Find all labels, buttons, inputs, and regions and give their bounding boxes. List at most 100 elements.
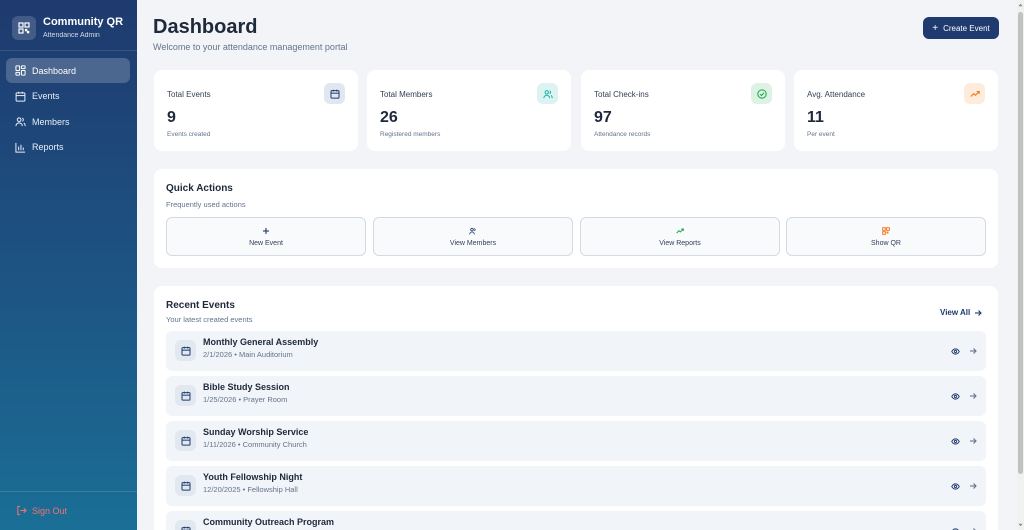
eye-icon[interactable] [951, 437, 960, 446]
event-row[interactable]: Youth Fellowship Night 12/20/2025 • Fell… [166, 466, 986, 506]
stat-label: Avg. Attendance [807, 90, 866, 99]
calendar-icon [324, 83, 345, 104]
quick-actions-subtitle: Frequently used actions [166, 200, 246, 209]
stat-subtext: Per event [807, 131, 835, 138]
stat-label: Total Check-ins [594, 90, 649, 99]
stat-subtext: Registered members [380, 131, 441, 138]
sidebar-item-label: Reports [32, 142, 64, 152]
main-content: Dashboard Welcome to your attendance man… [137, 0, 1017, 530]
quick-actions-title: Quick Actions [166, 183, 233, 194]
stat-label: Total Events [167, 90, 211, 99]
trending-up-icon [676, 227, 684, 235]
event-row[interactable]: Monthly General Assembly 2/1/2026 • Main… [166, 331, 986, 371]
view-reports-button[interactable]: View Reports [580, 217, 780, 256]
quick-actions-panel: Quick Actions Frequently used actions Ne… [154, 169, 998, 268]
eye-icon[interactable] [951, 527, 960, 530]
view-members-label: View Members [449, 239, 497, 247]
sidebar-item-label: Events [32, 91, 60, 101]
event-meta: 1/25/2026 • Prayer Room [203, 395, 288, 404]
brand-subtitle: Attendance Admin [43, 31, 100, 39]
sidebar-item-events[interactable]: Events [6, 84, 130, 109]
stat-card-total-events: Total Events 9 Events created [154, 70, 358, 151]
calendar-icon [175, 520, 196, 530]
new-event-button[interactable]: New Event [166, 217, 366, 256]
qr-code-icon [882, 226, 890, 235]
sidebar-nav: Dashboard Events Members [6, 58, 130, 160]
create-event-button[interactable]: + Create Event [923, 17, 999, 39]
view-reports-label: View Reports [659, 239, 701, 247]
sign-out-button[interactable]: Sign Out [16, 505, 67, 516]
stat-value: 9 [167, 109, 176, 126]
stat-card-total-checkins: Total Check-ins 97 Attendance records [581, 70, 785, 151]
sidebar-item-label: Members [32, 116, 70, 127]
dashboard-icon [15, 65, 26, 76]
calendar-icon [175, 385, 196, 406]
stat-card-total-members: Total Members 26 Registered members [367, 70, 571, 151]
log-out-icon [16, 505, 27, 516]
stat-value: 11 [807, 109, 824, 126]
event-title: Bible Study Session [203, 382, 290, 392]
page-title: Dashboard [153, 16, 258, 38]
create-event-label: Create Event [943, 23, 990, 33]
recent-events-title: Recent Events [166, 300, 235, 311]
calendar-icon [175, 430, 196, 451]
event-title: Youth Fellowship Night [203, 472, 303, 482]
sidebar-item-members[interactable]: Members [6, 109, 130, 134]
event-row[interactable]: Bible Study Session 1/25/2026 • Prayer R… [166, 376, 986, 416]
brand[interactable]: Community QR Attendance Admin [0, 0, 137, 42]
brand-title: Community QR [43, 15, 124, 28]
eye-icon[interactable] [951, 347, 960, 356]
sidebar-item-label: Dashboard [32, 65, 77, 76]
page-subtitle: Welcome to your attendance management po… [153, 42, 348, 52]
arrow-right-icon[interactable] [969, 437, 977, 445]
users-icon [469, 227, 477, 235]
stat-value: 97 [594, 109, 612, 126]
scroll-up-arrow-icon[interactable] [1018, 2, 1023, 8]
eye-icon[interactable] [951, 482, 960, 491]
plus-icon: + [932, 22, 939, 34]
calendar-icon [15, 91, 26, 102]
sidebar-item-reports[interactable]: Reports [6, 135, 130, 160]
sign-out-label: Sign Out [32, 505, 68, 516]
stat-subtext: Events created [167, 131, 211, 138]
recent-events-panel: Recent Events Your latest created events… [154, 286, 998, 530]
event-title: Monthly General Assembly [203, 337, 319, 347]
eye-icon[interactable] [951, 392, 960, 401]
plus-icon [262, 227, 270, 235]
new-event-label: New Event [249, 239, 283, 247]
view-all-label: View All [940, 308, 971, 317]
event-title: Sunday Worship Service [203, 427, 309, 437]
event-title: Community Outreach Program [203, 517, 335, 527]
arrow-right-icon[interactable] [969, 527, 977, 530]
calendar-icon [175, 475, 196, 496]
sidebar: Community QR Attendance Admin Dashboard … [0, 0, 137, 530]
users-icon [537, 83, 558, 104]
sidebar-divider [0, 50, 137, 51]
arrow-right-icon[interactable] [969, 482, 977, 490]
event-row[interactable]: Sunday Worship Service 1/11/2026 • Commu… [166, 421, 986, 461]
recent-events-subtitle: Your latest created events [166, 315, 253, 324]
trending-up-icon [964, 83, 985, 104]
sidebar-divider [0, 491, 137, 492]
bar-chart-icon [15, 142, 26, 153]
sidebar-item-dashboard[interactable]: Dashboard [6, 58, 130, 83]
event-meta: 1/11/2026 • Community Church [203, 440, 307, 449]
arrow-right-icon [974, 309, 983, 317]
view-all-link[interactable]: View All [940, 308, 983, 317]
users-icon [15, 116, 26, 127]
stat-card-avg-attendance: Avg. Attendance 11 Per event [794, 70, 998, 151]
calendar-icon [175, 340, 196, 361]
scrollbar-thumb[interactable] [1018, 12, 1023, 474]
qr-code-icon [12, 15, 36, 40]
show-qr-button[interactable]: Show QR [786, 217, 986, 256]
arrow-right-icon[interactable] [969, 347, 977, 355]
event-meta: 12/20/2025 • Fellowship Hall [203, 485, 298, 494]
show-qr-label: Show QR [871, 239, 901, 247]
view-members-button[interactable]: View Members [373, 217, 573, 256]
scroll-down-arrow-icon[interactable] [1018, 522, 1023, 528]
event-row[interactable]: Community Outreach Program [166, 511, 986, 530]
arrow-right-icon[interactable] [969, 392, 977, 400]
stat-label: Total Members [380, 90, 433, 99]
scrollbar[interactable] [1017, 0, 1024, 530]
event-meta: 2/1/2026 • Main Auditorium [203, 350, 293, 359]
